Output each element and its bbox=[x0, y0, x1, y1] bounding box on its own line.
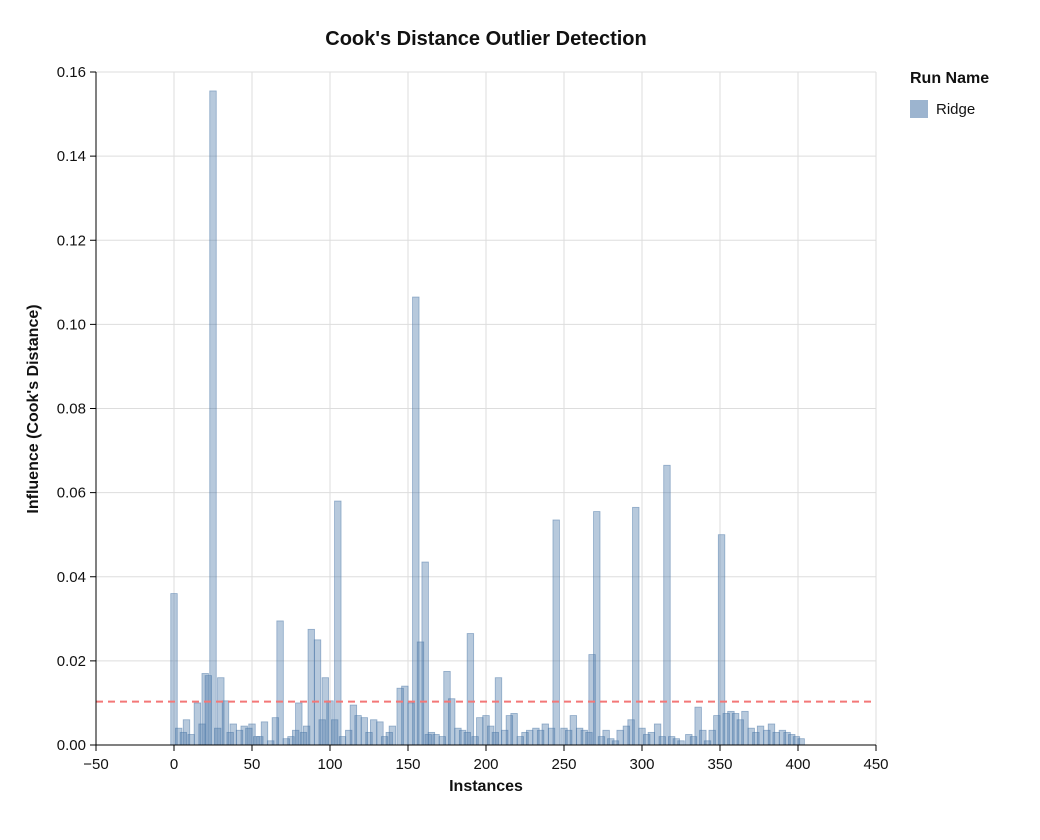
bar bbox=[476, 717, 484, 746]
bar bbox=[401, 685, 409, 746]
bar bbox=[741, 710, 749, 746]
x-tick-label: 300 bbox=[629, 756, 654, 773]
x-tick-label: 450 bbox=[863, 756, 888, 773]
y-tick-label: 0.08 bbox=[57, 401, 86, 418]
legend-item-ridge: Ridge bbox=[910, 100, 1030, 118]
y-tick-label: 0.04 bbox=[57, 569, 86, 586]
x-tick-label: 400 bbox=[785, 756, 810, 773]
bar bbox=[432, 734, 440, 746]
bar bbox=[772, 731, 780, 746]
bar bbox=[466, 633, 475, 746]
y-tick-label: 0.14 bbox=[57, 148, 86, 165]
bar bbox=[276, 620, 284, 746]
legend-label-ridge: Ridge bbox=[936, 100, 976, 118]
bar bbox=[260, 721, 269, 746]
legend: Run Name Ridge bbox=[910, 70, 1030, 118]
bar bbox=[170, 593, 178, 746]
x-tick-label: 250 bbox=[551, 756, 576, 773]
bar bbox=[421, 561, 429, 746]
bar bbox=[526, 729, 534, 746]
chart-title: Cook's Distance Outlier Detection bbox=[325, 28, 647, 50]
bar bbox=[229, 723, 237, 746]
y-tick-label: 0.10 bbox=[57, 316, 86, 333]
y-tick-label: 0.00 bbox=[57, 737, 86, 754]
x-tick-label: 50 bbox=[244, 756, 261, 773]
bar bbox=[338, 736, 347, 746]
bar bbox=[541, 723, 549, 746]
x-tick-label: 150 bbox=[395, 756, 420, 773]
bar bbox=[677, 740, 685, 746]
x-tick-label: 0 bbox=[170, 756, 178, 773]
x-tick-label: 350 bbox=[707, 756, 732, 773]
bar bbox=[370, 719, 378, 746]
y-tick-label: 0.02 bbox=[57, 653, 86, 670]
bar bbox=[797, 738, 805, 746]
bar bbox=[593, 511, 601, 746]
bar bbox=[494, 677, 503, 746]
bar bbox=[354, 715, 362, 746]
x-tick-label: −50 bbox=[83, 756, 108, 773]
y-tick-label: 0.06 bbox=[57, 485, 86, 502]
y-axis-title: Influence (Cook's Distance) bbox=[25, 304, 42, 514]
bar bbox=[632, 506, 640, 746]
y-tick-label: 0.16 bbox=[57, 64, 86, 81]
x-axis-title: Instances bbox=[449, 778, 523, 795]
y-tick-label: 0.12 bbox=[57, 232, 86, 249]
bar bbox=[663, 464, 671, 746]
bar bbox=[209, 90, 217, 746]
bar bbox=[569, 715, 578, 746]
bar bbox=[756, 725, 765, 746]
bar bbox=[388, 725, 397, 746]
bar bbox=[647, 731, 656, 746]
legend-title: Run Name bbox=[910, 70, 990, 87]
bar bbox=[616, 729, 624, 746]
bar bbox=[307, 628, 315, 746]
bar bbox=[334, 500, 342, 746]
bar bbox=[187, 734, 195, 746]
x-tick-label: 200 bbox=[473, 756, 498, 773]
legend-swatch-ridge bbox=[910, 100, 928, 118]
bar bbox=[510, 713, 518, 746]
bar bbox=[448, 698, 456, 746]
bar bbox=[552, 519, 560, 746]
x-tick-label: 100 bbox=[317, 756, 342, 773]
